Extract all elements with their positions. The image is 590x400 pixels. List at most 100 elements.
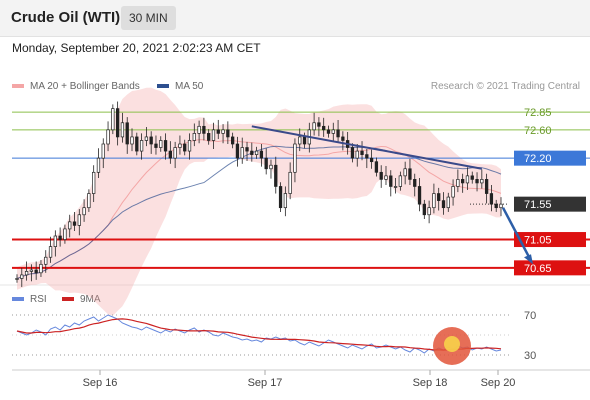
downtrend-line — [251, 125, 483, 170]
candle-body — [77, 214, 81, 226]
legend-swatch-bollinger — [12, 84, 24, 89]
candle-body — [274, 164, 278, 187]
candle-body — [293, 143, 297, 173]
candle-body — [480, 179, 484, 184]
candle-body — [58, 235, 62, 240]
candle-body — [24, 271, 29, 276]
candle-body — [159, 140, 163, 148]
level-tag-71.05 — [514, 232, 586, 248]
candle-body — [283, 193, 288, 209]
candle-body — [226, 129, 230, 138]
candle-body — [125, 122, 129, 145]
candle-body — [115, 108, 120, 138]
legend-9ma: 9MA — [62, 294, 101, 305]
ma50-line — [16, 145, 502, 279]
candle-body — [384, 175, 388, 180]
candle-body — [461, 179, 465, 184]
candle-body — [192, 133, 196, 141]
candle-body — [254, 150, 259, 155]
level-label-72.20: 72.20 — [524, 153, 552, 165]
candle-body — [211, 129, 216, 141]
candle-body — [456, 179, 460, 187]
candle-body — [48, 246, 53, 258]
candle-body — [15, 278, 19, 280]
candle-body — [250, 150, 254, 155]
watermark-emblem-icon — [433, 327, 471, 365]
candle-body — [288, 171, 292, 194]
candle-body — [120, 122, 125, 138]
candle-body — [235, 143, 240, 159]
candle-body — [68, 221, 72, 230]
candle-body — [207, 133, 211, 141]
candle-body — [374, 161, 379, 173]
legend-swatch-rsi — [12, 297, 24, 302]
level-tag-72.20 — [514, 150, 586, 166]
candle-body — [326, 129, 331, 134]
candle-body — [403, 168, 407, 177]
candle-body — [259, 150, 264, 159]
candle-body — [187, 140, 192, 152]
candle-body — [437, 193, 441, 201]
candle-body — [139, 140, 144, 152]
candle-body — [130, 136, 134, 145]
candle-body — [489, 193, 494, 205]
candle-body — [183, 143, 187, 152]
legend-rsi: RSI — [12, 294, 47, 305]
candle-body — [422, 203, 426, 216]
legend-bollinger-label: MA 20 + Bollinger Bands — [30, 81, 140, 92]
level-label-71.05: 71.05 — [524, 235, 552, 247]
rsi-ma-line — [16, 318, 502, 351]
candle-body — [269, 164, 273, 170]
candle-body — [173, 147, 177, 159]
x-tick-label-Sep-16: Sep 16 — [83, 377, 118, 389]
legend-bollinger: MA 20 + Bollinger Bands — [12, 81, 140, 92]
legend-swatch-9ma — [62, 297, 74, 302]
candle-body — [278, 186, 283, 209]
candle-body — [135, 136, 139, 152]
candle-body — [245, 147, 249, 152]
candle-body — [317, 122, 321, 127]
candle-body — [427, 207, 431, 216]
candle-body — [82, 207, 86, 216]
level-label-70.65: 70.65 — [524, 263, 552, 275]
candle-body — [92, 171, 96, 194]
candle-body — [393, 186, 398, 188]
legend-9ma-label: 9MA — [80, 294, 101, 305]
timeframe-button[interactable]: 30 MIN — [121, 6, 176, 30]
candle-body — [341, 136, 345, 141]
legend-ma50-label: MA 50 — [175, 81, 204, 92]
rsi-tick-30: 30 — [524, 350, 536, 362]
x-tick-label-Sep-17: Sep 17 — [248, 377, 283, 389]
candle-body — [413, 179, 417, 187]
level-tag-71.55 — [514, 196, 586, 212]
candle-body — [230, 136, 235, 145]
candle-body — [499, 203, 503, 209]
candle-body — [336, 129, 340, 138]
candle-body — [202, 125, 206, 134]
legend-swatch-ma50 — [157, 84, 169, 89]
candle-body — [312, 122, 316, 131]
candle-body — [379, 171, 383, 180]
candle-body — [446, 196, 450, 209]
candle-body — [389, 175, 393, 187]
candle-body — [355, 150, 359, 159]
candle-body — [96, 157, 101, 173]
candle-body — [475, 179, 479, 184]
level-tag-70.65 — [514, 260, 586, 276]
candle-body — [106, 129, 110, 145]
header-bar: Crude Oil (WTI) 30 MIN — [0, 0, 590, 37]
candle-body — [331, 129, 335, 134]
candle-body — [451, 186, 455, 198]
x-tick-label-Sep-20: Sep 20 — [481, 377, 516, 389]
level-label-71.55: 71.55 — [524, 199, 552, 211]
candle-body — [360, 150, 364, 155]
candle-body — [465, 175, 470, 184]
legend-ma50: MA 50 — [157, 81, 203, 92]
candle-body — [154, 143, 158, 148]
candle-body — [322, 125, 326, 131]
candle-body — [39, 263, 43, 274]
candle-body — [63, 228, 67, 240]
candle-body — [29, 269, 34, 272]
level-label-72.60: 72.60 — [524, 125, 552, 137]
